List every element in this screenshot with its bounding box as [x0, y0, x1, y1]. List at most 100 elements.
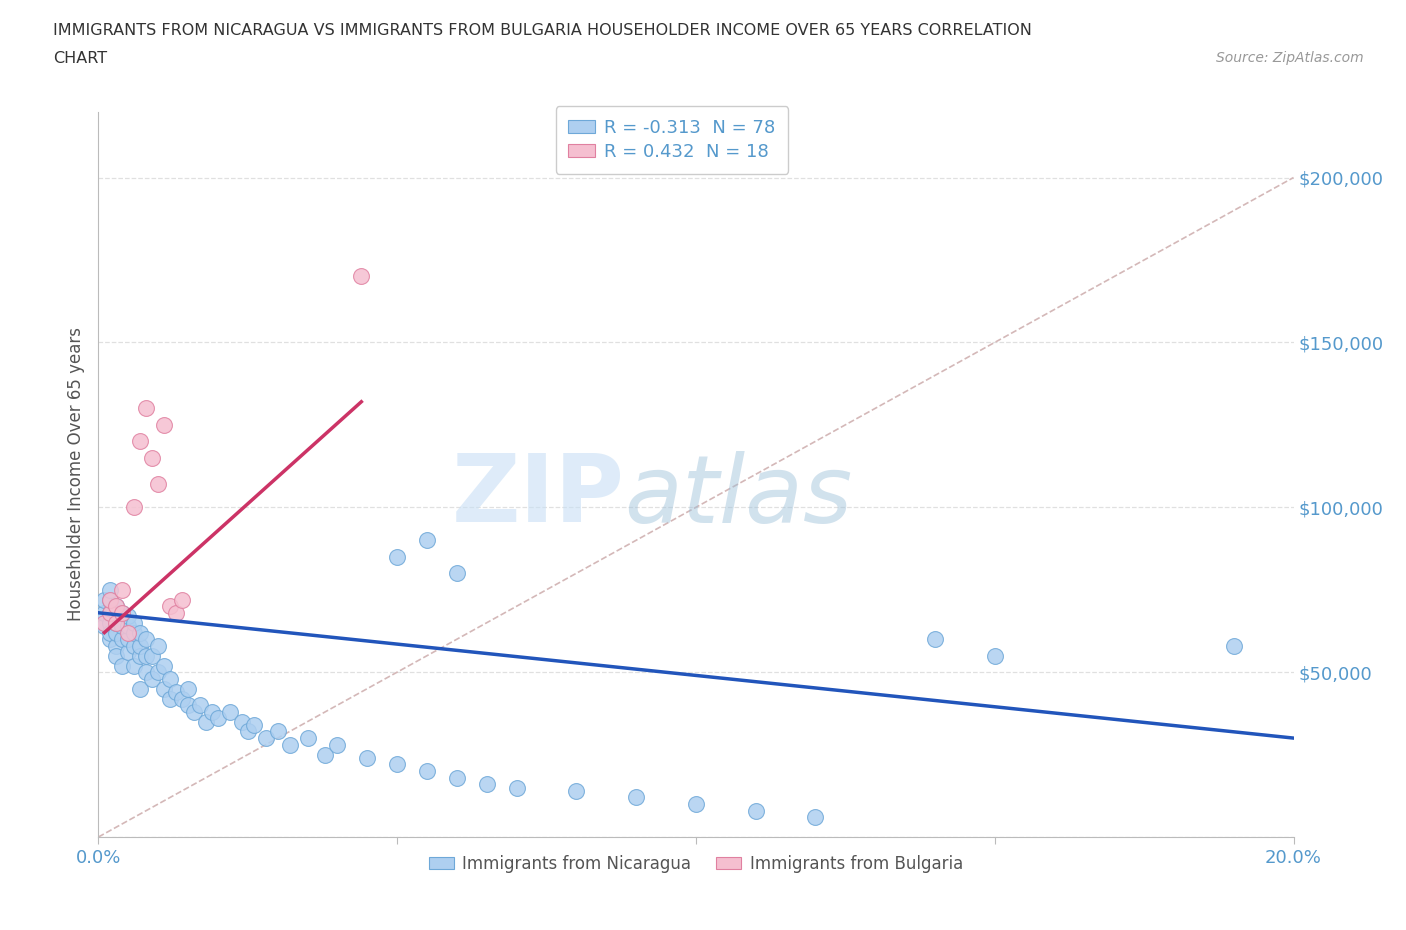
Point — [124, 638, 146, 653]
Point — [135, 631, 157, 646]
Point — [111, 582, 134, 597]
Point — [231, 714, 253, 729]
Point — [98, 625, 122, 640]
Point — [111, 658, 134, 673]
Point — [117, 625, 139, 640]
Point — [117, 644, 139, 659]
Point — [356, 751, 378, 765]
Point — [177, 698, 200, 712]
Point — [105, 605, 128, 620]
Point — [153, 681, 176, 696]
Text: IMMIGRANTS FROM NICARAGUA VS IMMIGRANTS FROM BULGARIA HOUSEHOLDER INCOME OVER 65: IMMIGRANTS FROM NICARAGUA VS IMMIGRANTS … — [53, 23, 1032, 38]
Point — [135, 401, 157, 416]
Point — [219, 704, 242, 719]
Point — [446, 770, 468, 785]
Point — [148, 477, 170, 492]
Point — [124, 616, 146, 631]
Point — [98, 605, 122, 620]
Point — [111, 618, 134, 633]
Point — [141, 671, 163, 686]
Point — [159, 599, 181, 614]
Point — [297, 731, 319, 746]
Point — [98, 605, 122, 620]
Point — [278, 737, 301, 752]
Point — [475, 777, 498, 791]
Point — [188, 698, 211, 712]
Point — [111, 605, 134, 620]
Point — [117, 631, 139, 646]
Point — [165, 605, 187, 620]
Point — [93, 592, 115, 607]
Point — [105, 648, 128, 663]
Point — [141, 648, 163, 663]
Point — [117, 608, 139, 623]
Point — [98, 582, 122, 597]
Point — [129, 638, 152, 653]
Point — [117, 618, 139, 633]
Point — [565, 783, 588, 798]
Point — [129, 681, 152, 696]
Point — [159, 671, 181, 686]
Point — [124, 499, 146, 514]
Point — [243, 717, 266, 732]
Point — [350, 269, 373, 284]
Point — [135, 648, 157, 663]
Legend: Immigrants from Nicaragua, Immigrants from Bulgaria: Immigrants from Nicaragua, Immigrants fr… — [422, 848, 970, 880]
Point — [135, 665, 157, 680]
Point — [124, 658, 146, 673]
Point — [1223, 638, 1246, 653]
Point — [148, 638, 170, 653]
Text: CHART: CHART — [53, 51, 107, 66]
Point — [93, 618, 115, 633]
Point — [105, 599, 128, 614]
Point — [93, 616, 115, 631]
Text: atlas: atlas — [624, 450, 852, 541]
Point — [177, 681, 200, 696]
Point — [105, 616, 128, 631]
Y-axis label: Householder Income Over 65 years: Householder Income Over 65 years — [66, 327, 84, 621]
Point — [315, 747, 337, 762]
Point — [685, 797, 707, 812]
Point — [105, 616, 128, 631]
Point — [98, 616, 122, 631]
Point — [201, 704, 224, 719]
Point — [326, 737, 349, 752]
Point — [416, 533, 439, 548]
Point — [129, 648, 152, 663]
Point — [98, 631, 122, 646]
Point — [111, 605, 134, 620]
Point — [207, 711, 229, 725]
Point — [153, 418, 176, 432]
Point — [172, 592, 194, 607]
Point — [98, 592, 122, 607]
Text: ZIP: ZIP — [451, 450, 624, 542]
Point — [165, 684, 187, 699]
Point — [129, 625, 152, 640]
Point — [385, 550, 409, 565]
Point — [105, 599, 128, 614]
Point — [105, 625, 128, 640]
Point — [267, 724, 290, 739]
Point — [98, 592, 122, 607]
Point — [506, 780, 529, 795]
Point — [111, 631, 134, 646]
Point — [924, 631, 946, 646]
Point — [141, 450, 163, 465]
Point — [124, 625, 146, 640]
Point — [416, 764, 439, 778]
Point — [446, 565, 468, 580]
Point — [148, 665, 170, 680]
Point — [385, 757, 409, 772]
Point — [254, 731, 277, 746]
Point — [236, 724, 259, 739]
Point — [984, 648, 1007, 663]
Point — [153, 658, 176, 673]
Point — [183, 704, 205, 719]
Point — [745, 804, 768, 818]
Point — [105, 638, 128, 653]
Point — [129, 434, 152, 449]
Point — [195, 714, 218, 729]
Point — [172, 691, 194, 706]
Point — [159, 691, 181, 706]
Point — [93, 605, 115, 620]
